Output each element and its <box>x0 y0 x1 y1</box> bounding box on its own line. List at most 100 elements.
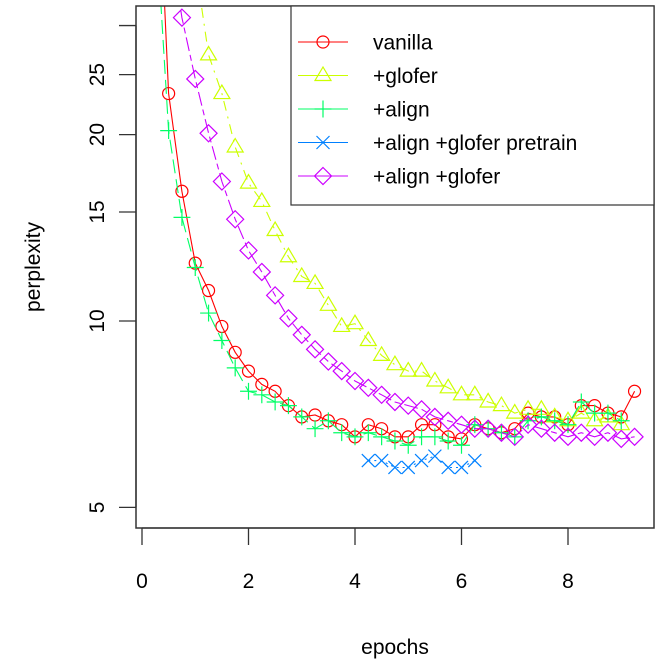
data-point <box>361 453 376 468</box>
data-point <box>452 385 471 401</box>
data-point <box>185 69 205 89</box>
legend-label: +align +glofer pretrain <box>373 132 577 155</box>
series-line <box>179 6 635 440</box>
data-point <box>372 345 391 361</box>
data-point <box>213 332 231 349</box>
data-point <box>505 403 524 419</box>
data-point <box>426 428 444 446</box>
x-axis-title: epochs <box>361 636 429 659</box>
data-point <box>492 395 511 412</box>
data-point <box>279 397 297 415</box>
data-point <box>612 412 630 430</box>
data-point <box>414 453 429 468</box>
data-point <box>572 393 590 411</box>
data-point <box>172 8 192 27</box>
data-point <box>412 361 431 377</box>
series-layer <box>160 6 644 475</box>
data-point <box>279 247 298 263</box>
data-point <box>479 392 498 408</box>
data-point <box>518 415 538 435</box>
data-point <box>252 262 272 282</box>
legend-label: vanilla <box>373 32 433 55</box>
data-point <box>199 123 218 143</box>
data-point <box>478 419 498 439</box>
data-point <box>627 384 642 398</box>
data-point <box>266 220 285 237</box>
data-point <box>252 191 271 208</box>
legend-box <box>290 5 655 206</box>
data-point <box>162 86 176 101</box>
data-point <box>398 396 418 415</box>
legend-label: +align +glofer <box>373 166 500 189</box>
legend-item: +align +glofer pretrain <box>298 132 577 155</box>
y-axis-title: perplexity <box>22 222 45 312</box>
data-point <box>199 45 218 61</box>
data-point <box>212 172 232 191</box>
x-tick-label: 4 <box>349 570 361 593</box>
data-point <box>401 460 416 475</box>
data-point <box>225 209 245 229</box>
data-point <box>505 427 525 447</box>
data-point <box>374 453 389 468</box>
data-point <box>212 83 231 100</box>
data-point <box>546 412 564 430</box>
data-point <box>453 436 470 454</box>
legend: vanilla +glofer +align +align +glofer pretr… <box>290 5 655 206</box>
y-tick-label: 5 <box>86 502 109 514</box>
data-point <box>358 378 378 398</box>
data-point <box>239 241 258 260</box>
data-point <box>385 355 404 371</box>
data-point <box>319 295 338 311</box>
data-point <box>571 423 591 443</box>
data-point <box>345 371 365 391</box>
data-point <box>427 449 442 464</box>
data-point <box>385 392 405 412</box>
data-point <box>241 364 256 378</box>
y-axis: 5 10 15 20 25 <box>86 24 137 514</box>
data-point <box>532 408 550 426</box>
series-line <box>368 455 476 469</box>
data-point <box>186 259 204 276</box>
x-tick-label: 8 <box>562 570 574 593</box>
series-align-glofer <box>172 6 644 449</box>
legend-item: +align +glofer <box>298 166 500 189</box>
data-point <box>441 460 456 475</box>
data-point <box>332 361 352 381</box>
data-point <box>399 361 418 377</box>
legend-item: +glofer <box>298 65 438 88</box>
data-point <box>200 304 218 322</box>
data-point <box>388 460 402 475</box>
data-point <box>239 173 258 189</box>
data-point <box>319 352 338 371</box>
data-point <box>373 428 391 446</box>
data-point <box>599 404 617 422</box>
data-point <box>585 411 604 427</box>
data-point <box>306 273 325 290</box>
plus-marker-icon <box>314 100 332 118</box>
data-point <box>439 432 457 450</box>
data-point <box>240 382 257 400</box>
data-point <box>412 399 431 419</box>
data-point <box>201 283 216 298</box>
data-point <box>226 137 245 153</box>
data-point <box>454 460 469 475</box>
x-tick-label: 2 <box>243 570 255 593</box>
data-point <box>266 393 284 411</box>
x-tick-label: 0 <box>136 570 148 593</box>
series-line <box>200 6 622 426</box>
data-point <box>359 424 377 442</box>
legend-item: +align <box>298 99 430 122</box>
data-point <box>372 385 391 405</box>
data-point <box>306 420 324 438</box>
data-point <box>305 339 325 359</box>
data-point <box>452 415 471 435</box>
data-point <box>292 325 312 345</box>
series-align-glofer-pretrain <box>361 449 482 475</box>
data-point <box>399 436 417 454</box>
triangle-marker-icon <box>313 65 333 82</box>
data-point <box>319 412 337 430</box>
data-point <box>559 416 577 434</box>
x-marker-icon <box>316 135 330 150</box>
data-point <box>346 428 364 446</box>
